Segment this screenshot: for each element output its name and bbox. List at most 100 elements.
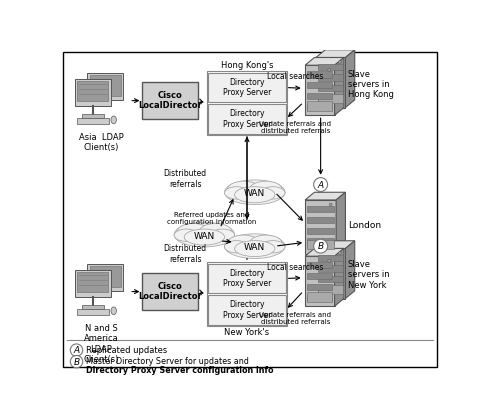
Bar bbox=[208, 105, 286, 134]
Text: Directory
Proxy Server: Directory Proxy Server bbox=[223, 78, 271, 97]
Bar bbox=[208, 295, 286, 325]
Text: Cisco
LocalDirector: Cisco LocalDirector bbox=[139, 91, 202, 110]
Text: Distributed
referrals: Distributed referrals bbox=[163, 244, 206, 264]
Ellipse shape bbox=[111, 116, 117, 124]
Circle shape bbox=[314, 239, 327, 253]
Text: B: B bbox=[318, 242, 324, 251]
Polygon shape bbox=[336, 192, 346, 254]
Ellipse shape bbox=[199, 224, 232, 239]
Bar bbox=[305, 65, 335, 115]
Bar bbox=[318, 74, 343, 81]
Text: Replicated updates: Replicated updates bbox=[86, 346, 167, 354]
Bar bbox=[307, 206, 334, 212]
Text: Hong Kong's: Hong Kong's bbox=[221, 61, 273, 71]
Bar bbox=[307, 228, 334, 234]
Text: Directory Proxy Server configuration info: Directory Proxy Server configuration inf… bbox=[86, 366, 273, 376]
Ellipse shape bbox=[174, 229, 198, 242]
Text: Directory
Proxy Server: Directory Proxy Server bbox=[223, 269, 271, 288]
Bar bbox=[318, 94, 343, 103]
Ellipse shape bbox=[224, 187, 249, 199]
Bar bbox=[318, 85, 343, 91]
Bar bbox=[307, 104, 332, 110]
Bar bbox=[87, 73, 123, 100]
Bar bbox=[318, 255, 343, 261]
Ellipse shape bbox=[224, 234, 285, 259]
Bar bbox=[207, 71, 287, 135]
Bar bbox=[142, 82, 198, 119]
Ellipse shape bbox=[177, 224, 209, 239]
Ellipse shape bbox=[235, 241, 275, 256]
Bar bbox=[82, 305, 103, 308]
Text: Update referrals and
distributed referrals: Update referrals and distributed referra… bbox=[260, 122, 331, 134]
Bar bbox=[307, 101, 332, 111]
Circle shape bbox=[314, 178, 327, 191]
Bar bbox=[82, 114, 103, 117]
Ellipse shape bbox=[174, 222, 235, 247]
Bar bbox=[307, 262, 332, 269]
Text: N and S
America
LDAP
Client(s): N and S America LDAP Client(s) bbox=[83, 324, 119, 364]
Bar bbox=[318, 287, 343, 293]
Polygon shape bbox=[305, 249, 344, 256]
Bar bbox=[77, 272, 108, 292]
Ellipse shape bbox=[184, 229, 224, 245]
Polygon shape bbox=[335, 249, 344, 306]
Bar bbox=[90, 75, 121, 96]
Ellipse shape bbox=[250, 235, 282, 251]
Polygon shape bbox=[305, 192, 346, 200]
Bar bbox=[77, 81, 108, 100]
Circle shape bbox=[70, 344, 82, 356]
Bar bbox=[305, 200, 336, 254]
Text: New York's: New York's bbox=[224, 328, 269, 337]
Text: Asia  LDAP
Client(s): Asia LDAP Client(s) bbox=[79, 133, 123, 152]
Bar bbox=[75, 79, 111, 106]
Bar bbox=[316, 58, 346, 107]
Polygon shape bbox=[335, 58, 344, 115]
Ellipse shape bbox=[261, 187, 285, 199]
Text: Update referrals and
distributed referrals: Update referrals and distributed referra… bbox=[260, 312, 331, 325]
Ellipse shape bbox=[224, 241, 249, 253]
Ellipse shape bbox=[210, 229, 235, 242]
Text: WAN: WAN bbox=[244, 243, 265, 252]
Circle shape bbox=[327, 259, 331, 262]
Bar bbox=[318, 276, 343, 282]
Ellipse shape bbox=[261, 241, 285, 253]
Text: Cisco
LocalDirector: Cisco LocalDirector bbox=[139, 282, 202, 301]
Bar bbox=[307, 71, 332, 78]
Text: A: A bbox=[318, 181, 324, 190]
Bar bbox=[77, 118, 109, 124]
Text: Directory
Proxy Server: Directory Proxy Server bbox=[223, 300, 271, 320]
Polygon shape bbox=[346, 241, 355, 298]
Bar bbox=[305, 256, 335, 306]
Bar bbox=[77, 309, 109, 315]
Text: WAN: WAN bbox=[244, 189, 265, 198]
Text: Distributed
referrals: Distributed referrals bbox=[163, 169, 206, 189]
Circle shape bbox=[339, 251, 342, 255]
Text: WAN: WAN bbox=[194, 232, 215, 241]
Bar bbox=[318, 63, 343, 70]
Circle shape bbox=[329, 203, 332, 206]
Circle shape bbox=[327, 68, 331, 71]
Bar bbox=[307, 217, 334, 223]
Bar bbox=[87, 264, 123, 291]
Text: Master Directory Server for updates and: Master Directory Server for updates and bbox=[86, 357, 249, 366]
Bar bbox=[307, 93, 332, 99]
Bar bbox=[208, 73, 286, 102]
Bar bbox=[318, 285, 343, 294]
Bar bbox=[307, 295, 332, 301]
Polygon shape bbox=[346, 50, 355, 107]
Bar bbox=[307, 240, 334, 249]
Bar bbox=[307, 239, 334, 244]
Circle shape bbox=[339, 61, 342, 63]
Text: Slave
servers in
New York: Slave servers in New York bbox=[348, 260, 389, 290]
Bar bbox=[318, 96, 343, 102]
Polygon shape bbox=[316, 241, 355, 249]
Bar bbox=[90, 266, 121, 287]
Text: Slave
servers in
Hong Kong: Slave servers in Hong Kong bbox=[348, 70, 394, 99]
Ellipse shape bbox=[227, 235, 260, 251]
Text: London: London bbox=[348, 221, 381, 230]
Bar bbox=[207, 262, 287, 326]
Ellipse shape bbox=[235, 187, 275, 203]
Text: Referred updates and
configuration information: Referred updates and configuration infor… bbox=[167, 212, 257, 225]
Bar bbox=[307, 273, 332, 279]
Text: Local searches: Local searches bbox=[267, 264, 324, 272]
